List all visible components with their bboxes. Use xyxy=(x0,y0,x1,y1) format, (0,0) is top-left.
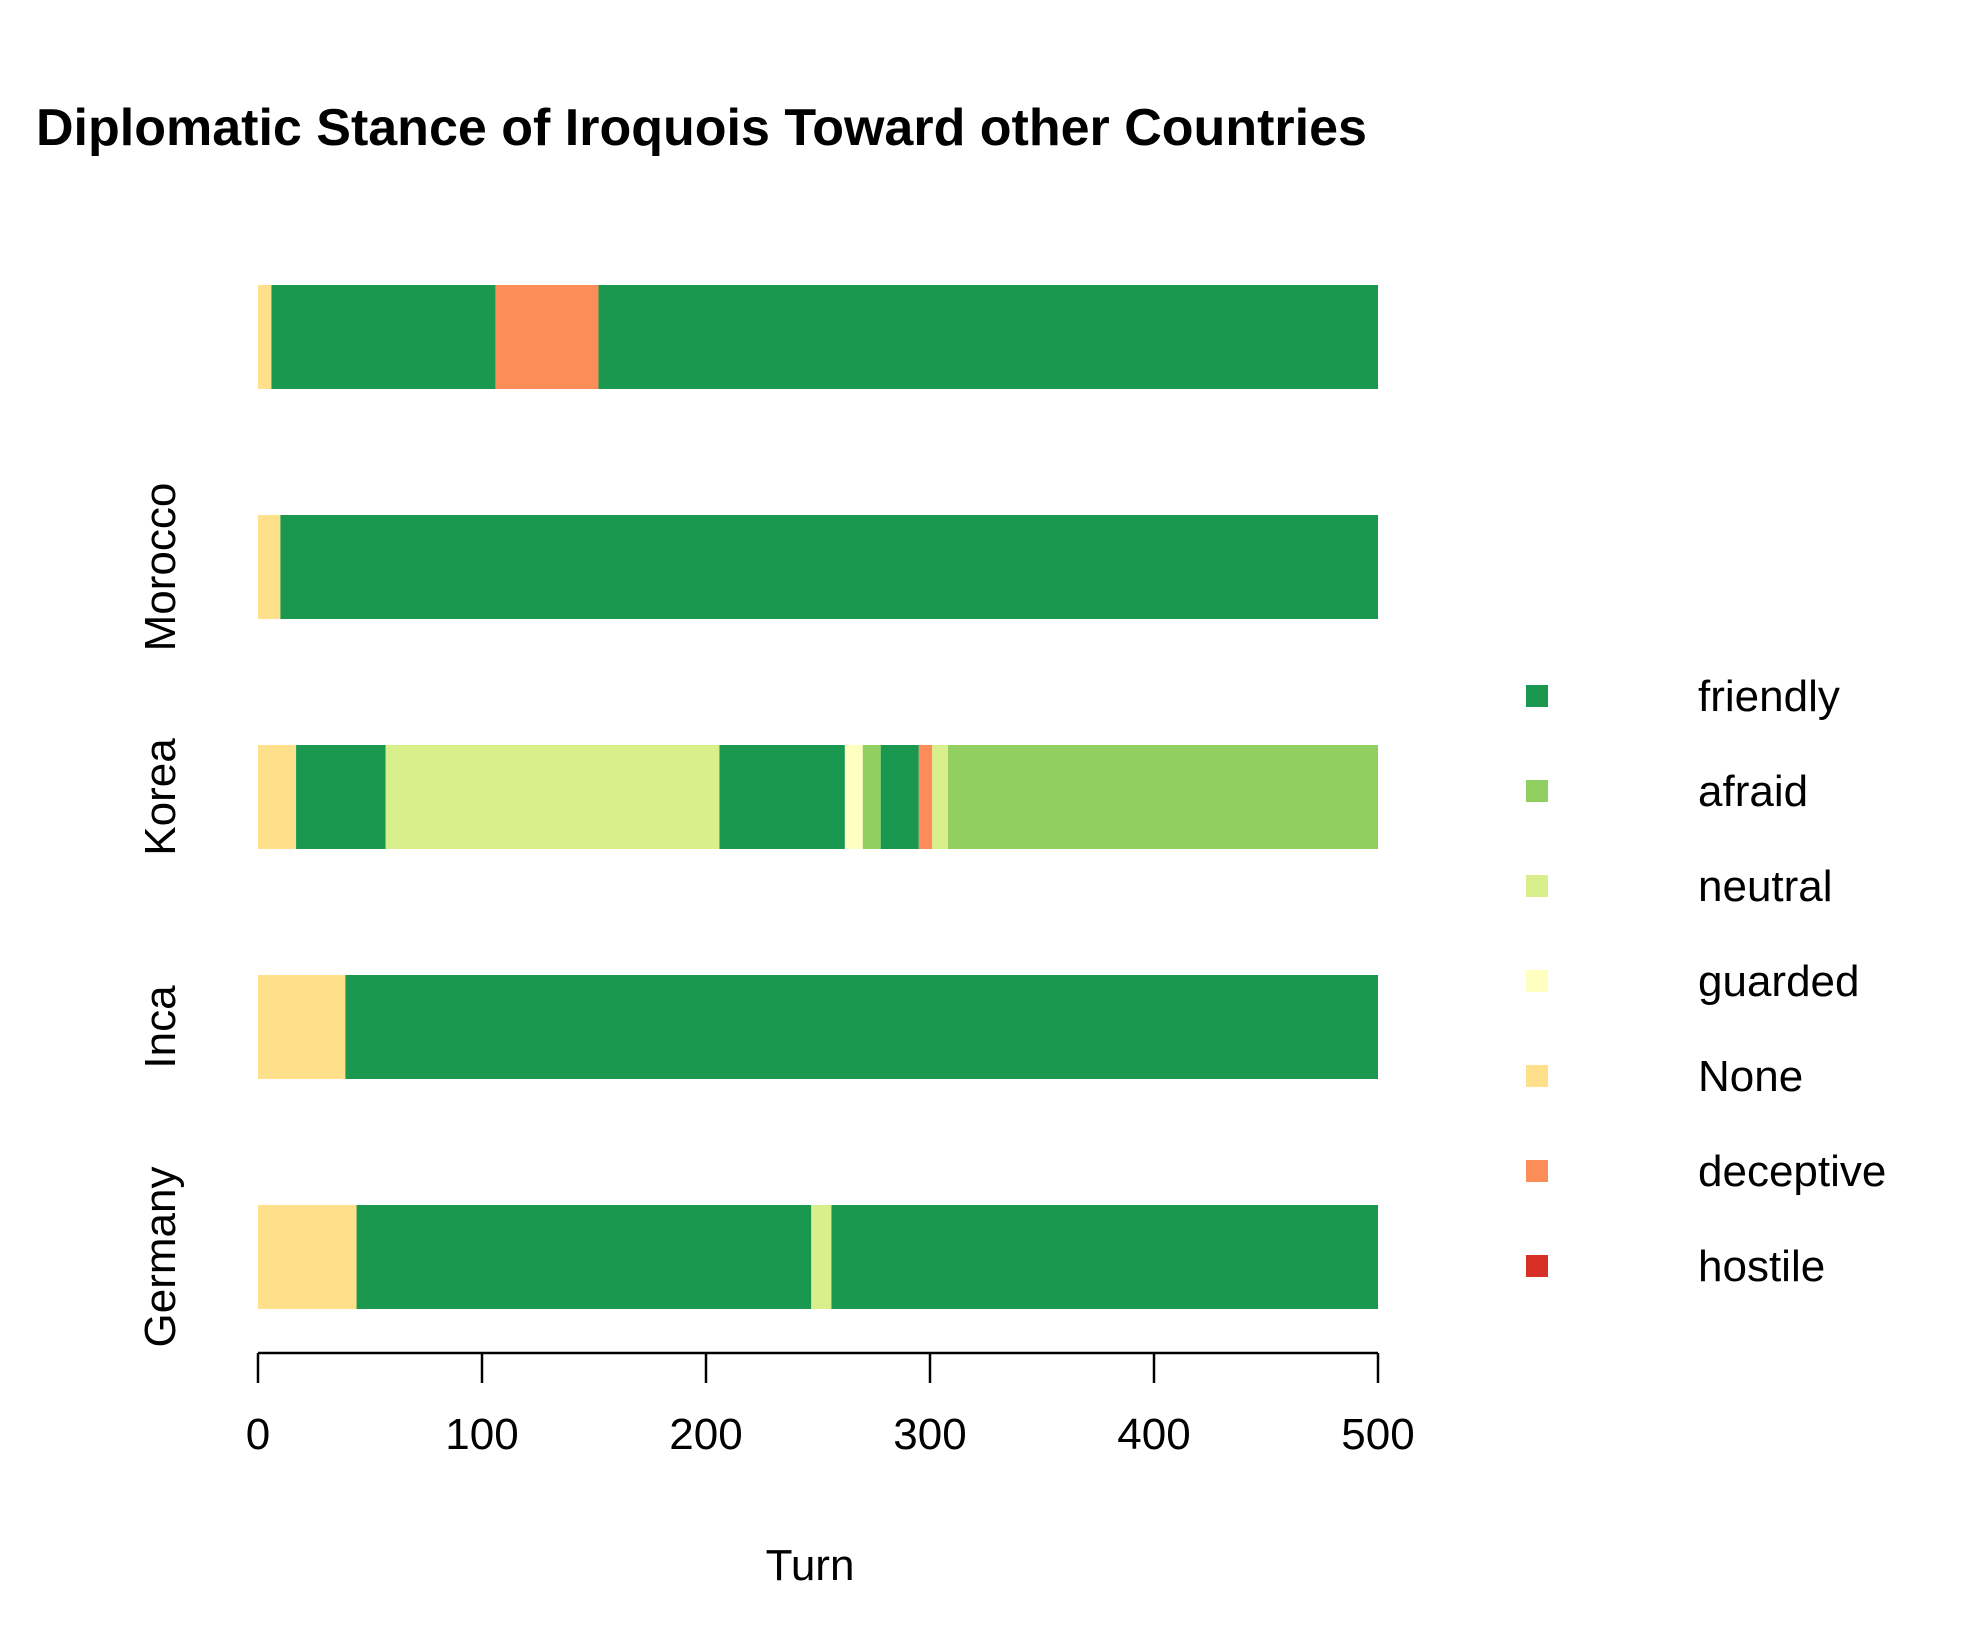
y-tick-label: Morocco xyxy=(136,483,185,652)
x-tick-label: 400 xyxy=(1117,1410,1190,1459)
bar-segment-friendly xyxy=(345,975,1378,1079)
bar-segment-friendly xyxy=(598,285,1378,389)
legend-label: afraid xyxy=(1698,767,1808,816)
legend-label: deceptive xyxy=(1698,1147,1886,1196)
bar-segment-afraid xyxy=(862,745,881,849)
bar-germany xyxy=(258,1205,1378,1309)
bar-segment-none xyxy=(258,1205,357,1309)
bar-segment-deceptive xyxy=(918,745,933,849)
bar-segment-friendly xyxy=(356,1205,812,1309)
x-tick-label: 500 xyxy=(1341,1410,1414,1459)
legend-swatch-deceptive xyxy=(1526,1160,1548,1182)
x-tick-label: 200 xyxy=(669,1410,742,1459)
legend-label: guarded xyxy=(1698,957,1859,1006)
bar-segment-deceptive xyxy=(495,285,599,389)
bar-segment-none xyxy=(258,515,281,619)
legend-swatch-none xyxy=(1526,1065,1548,1087)
bar-segment-friendly xyxy=(880,745,919,849)
legend-swatch-neutral xyxy=(1526,875,1548,897)
bar-segment-none xyxy=(258,285,272,389)
legend-label: hostile xyxy=(1698,1242,1825,1291)
x-axis: 0 100 200 300 400 500 xyxy=(246,1351,1415,1459)
y-tick-label: Germany xyxy=(136,1167,185,1348)
legend-label: neutral xyxy=(1698,862,1833,911)
bar-segment-friendly xyxy=(719,745,845,849)
bar-segment-friendly xyxy=(296,745,386,849)
bar-unlabeled xyxy=(258,285,1378,389)
chart-title: Diplomatic Stance of Iroquois Toward oth… xyxy=(36,99,1367,157)
x-tick-label: 100 xyxy=(445,1410,518,1459)
y-tick-label: Korea xyxy=(136,738,185,856)
bar-segment-friendly xyxy=(280,515,1378,619)
x-tick-label: 0 xyxy=(246,1410,270,1459)
bar-morocco xyxy=(258,515,1378,619)
y-tick-label: Inca xyxy=(136,985,185,1069)
legend: friendly afraid neutral guarded None deceptiv… xyxy=(1526,672,1886,1291)
legend-swatch-hostile xyxy=(1526,1255,1548,1277)
bar-segment-neutral xyxy=(385,745,720,849)
bar-segment-guarded xyxy=(844,745,863,849)
bar-segment-friendly xyxy=(831,1205,1378,1309)
x-tick-label: 300 xyxy=(893,1410,966,1459)
legend-swatch-friendly xyxy=(1526,685,1548,707)
bar-segment-friendly xyxy=(271,285,496,389)
bar-korea xyxy=(258,745,1378,849)
legend-label: friendly xyxy=(1698,672,1840,721)
bars-group xyxy=(258,285,1378,1309)
bar-segment-neutral xyxy=(811,1205,832,1309)
legend-label: None xyxy=(1698,1052,1803,1101)
bar-segment-neutral xyxy=(932,745,948,849)
x-axis-label: Turn xyxy=(766,1541,855,1590)
legend-swatch-afraid xyxy=(1526,780,1548,802)
legend-swatch-guarded xyxy=(1526,970,1548,992)
y-axis-labels: Germany Inca Korea Morocco xyxy=(136,483,185,1348)
bar-segment-none xyxy=(258,975,346,1079)
bar-segment-afraid xyxy=(947,745,1378,849)
bar-inca xyxy=(258,975,1378,1079)
bar-segment-none xyxy=(258,745,297,849)
